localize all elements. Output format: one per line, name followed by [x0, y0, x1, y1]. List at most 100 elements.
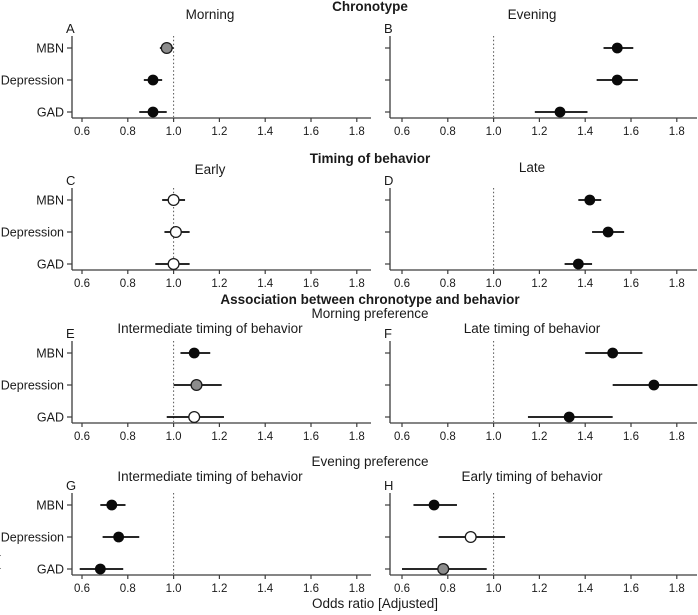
x-tick-label: 1.0 [166, 126, 182, 138]
panel-F: 0.6 0.8 1.0 1.2 1.4 1.6 1.8 F [384, 326, 698, 443]
x-tick-label: 1.4 [577, 583, 594, 595]
x-tick-label: 1.6 [623, 278, 639, 290]
row-label: Depression [1, 379, 64, 393]
row-label: Depression [1, 226, 64, 240]
x-tick-label: 1.0 [166, 431, 182, 443]
panel-title-f: Late timing of behavior [463, 321, 601, 336]
x-tick-label: 0.6 [74, 278, 90, 290]
row-label: GAD [37, 106, 64, 120]
x-tick-label: 1.4 [577, 431, 594, 443]
x-tick-label: 0.6 [394, 278, 410, 290]
x-tick-label: 0.6 [74, 583, 90, 595]
x-tick-label: 1.2 [211, 278, 227, 290]
subheader-morning-preference: Morning preference [311, 306, 429, 321]
x-tick-label: 1.0 [486, 583, 502, 595]
x-tick-label: 1.4 [257, 583, 274, 595]
or-marker [167, 193, 180, 207]
or-marker [147, 74, 159, 86]
x-tick-label: 1.6 [303, 126, 319, 138]
x-tick-label: 1.4 [577, 278, 594, 290]
or-marker [190, 378, 203, 392]
x-tick-label: 0.8 [120, 126, 136, 138]
x-tick-label: 0.6 [74, 126, 90, 138]
x-tick-label: 1.6 [303, 278, 319, 290]
subheader-evening-preference: Evening preference [311, 454, 429, 469]
or-marker [554, 106, 566, 118]
x-tick-label: 1.2 [531, 126, 547, 138]
x-tick-label: 1.0 [486, 431, 502, 443]
or-marker [563, 411, 575, 423]
panel-title-b: Evening [507, 7, 557, 22]
or-marker [428, 499, 440, 511]
or-marker [464, 530, 477, 544]
or-marker [607, 347, 619, 359]
section-header-timing: Timing of behavior [309, 151, 431, 166]
panel-H: 0.6 0.8 1.0 1.2 1.4 1.6 1.8 H [384, 478, 697, 595]
row-label: GAD [37, 563, 64, 577]
or-marker [602, 226, 614, 238]
x-tick-label: 1.8 [349, 583, 365, 595]
x-tick-label: 1.8 [669, 583, 685, 595]
section-header-chronotype: Chronotype [332, 0, 408, 14]
x-tick-label: 1.4 [257, 126, 274, 138]
panel-letter: F [384, 326, 392, 341]
panel-title-d: Late [518, 160, 546, 175]
x-tick-label: 1.4 [257, 278, 274, 290]
panel-D: 0.6 0.8 1.0 1.2 1.4 1.6 1.8 D [384, 173, 697, 290]
x-tick-label: 0.6 [394, 126, 410, 138]
x-tick-label: 1.2 [531, 431, 547, 443]
row-label: GAD [37, 411, 64, 425]
or-marker [113, 531, 125, 543]
x-tick-label: 1.8 [349, 126, 365, 138]
or-marker [648, 379, 660, 391]
panel-B: 0.6 0.8 1.0 1.2 1.4 1.6 1.8 B [384, 21, 697, 138]
panel-letter: G [66, 478, 76, 493]
x-tick-label: 1.8 [349, 278, 365, 290]
row-label: Depression [1, 74, 64, 88]
panel-letter: B [384, 21, 393, 36]
or-marker [147, 106, 159, 118]
row-label: MBN [36, 42, 64, 56]
row-label: MBN [36, 194, 64, 208]
panel-title-h: Early timing of behavior [461, 469, 603, 484]
x-axis-label: Odds ratio [Adjusted] [311, 596, 439, 611]
x-tick-label: 1.8 [669, 431, 685, 443]
x-tick-label: 1.8 [669, 126, 685, 138]
row-label: GAD [37, 258, 64, 272]
or-marker [169, 225, 182, 239]
or-marker [572, 258, 584, 270]
or-marker [584, 194, 596, 206]
or-marker [611, 74, 623, 86]
or-marker [188, 410, 201, 424]
x-tick-label: 1.2 [211, 583, 227, 595]
or-marker [188, 347, 200, 359]
or-marker [160, 41, 173, 55]
or-marker [167, 257, 180, 271]
panel-title-c: Early [194, 162, 226, 177]
panel-title-a: Morning [185, 7, 235, 22]
row-label: MBN [36, 347, 64, 361]
x-tick-label: 0.8 [120, 278, 136, 290]
panel-title-g: Intermediate timing of behavior [117, 469, 303, 484]
section-header-association: Association between chronotype and behav… [220, 292, 520, 307]
or-marker [94, 563, 106, 575]
x-tick-label: 0.6 [394, 583, 410, 595]
or-marker [106, 499, 118, 511]
x-tick-label: 0.6 [394, 431, 410, 443]
x-tick-label: 1.0 [486, 126, 502, 138]
panel-title-e: Intermediate timing of behavior [117, 321, 303, 336]
x-tick-label: 1.2 [531, 278, 547, 290]
panel-letter: D [384, 173, 393, 188]
x-tick-label: 1.2 [211, 126, 227, 138]
x-tick-label: 1.0 [486, 278, 502, 290]
cropped-edge-artifact: ( [0, 553, 1, 570]
x-tick-label: 1.6 [623, 431, 639, 443]
x-tick-label: 1.6 [303, 431, 319, 443]
x-tick-label: 1.6 [623, 583, 639, 595]
x-tick-label: 1.8 [349, 431, 365, 443]
or-marker [611, 42, 623, 54]
x-tick-label: 0.8 [440, 278, 456, 290]
panel-C: 0.6 0.8 1.0 1.2 1.4 1.6 1.8 MBN Depression GAD C [1, 173, 371, 290]
panel-letter: C [66, 173, 75, 188]
